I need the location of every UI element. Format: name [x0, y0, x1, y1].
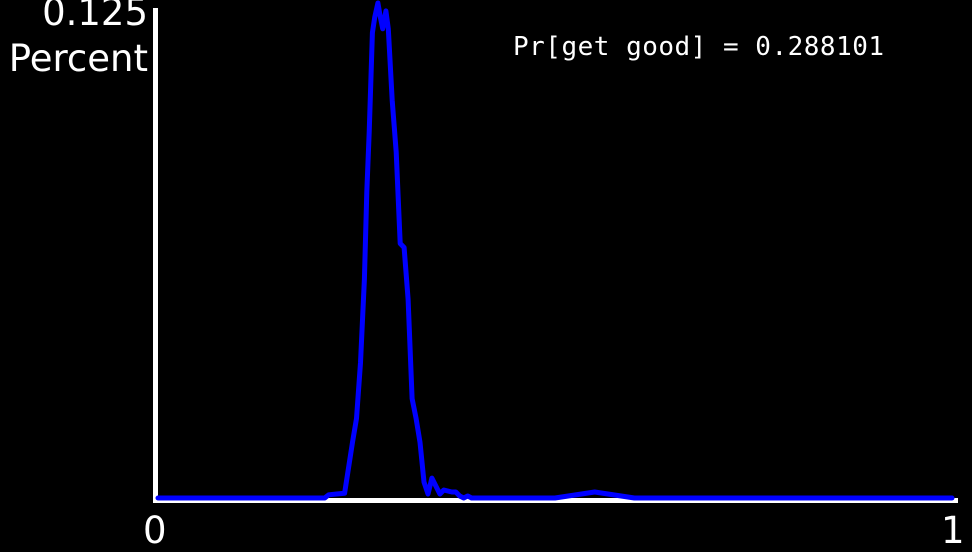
y-axis-label: Percent: [8, 37, 148, 80]
x-tick-label-1: 1: [941, 509, 965, 552]
series-line: [155, 0, 955, 501]
x-tick-label-0: 0: [143, 509, 167, 552]
probability-annotation: Pr[get good] = 0.288101: [513, 32, 885, 62]
y-max-tick-label: 0.125: [42, 0, 148, 34]
